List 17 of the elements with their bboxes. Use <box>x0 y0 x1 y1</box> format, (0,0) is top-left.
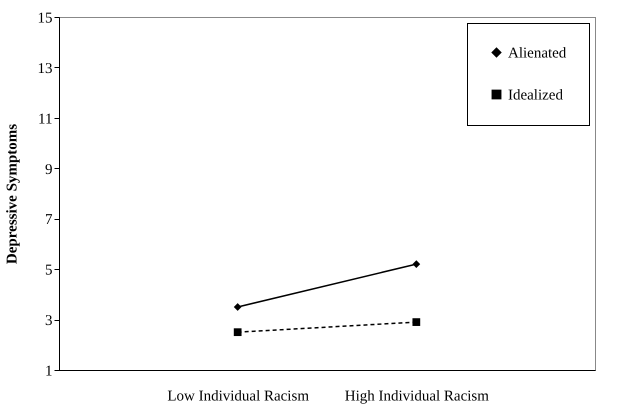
y-tick-label: 9 <box>45 162 52 178</box>
point <box>234 303 242 311</box>
x-tick-label: High Individual Racism <box>344 388 490 404</box>
point <box>412 318 420 326</box>
point <box>234 328 242 336</box>
y-axis-title: Depressive Symptoms <box>4 124 20 264</box>
y-tick-label: 5 <box>45 262 52 279</box>
legend-label: Idealized <box>508 88 564 104</box>
legend-label: Alienated <box>508 46 567 62</box>
y-tick-label: 3 <box>45 313 52 330</box>
x-tick-label: Low Individual Racism <box>167 388 310 404</box>
y-tick-label: 15 <box>38 10 52 26</box>
point <box>412 260 420 268</box>
y-tick-label: 11 <box>38 111 52 128</box>
y-tick-label: 13 <box>38 60 52 77</box>
y-tick-label: 1 <box>45 364 52 380</box>
y-tick-label: 7 <box>45 212 53 228</box>
